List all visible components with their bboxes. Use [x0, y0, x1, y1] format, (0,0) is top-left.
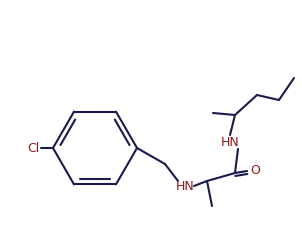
- Text: Cl: Cl: [27, 141, 39, 154]
- Text: HN: HN: [221, 136, 239, 149]
- Text: HN: HN: [176, 180, 194, 192]
- Text: O: O: [250, 165, 260, 178]
